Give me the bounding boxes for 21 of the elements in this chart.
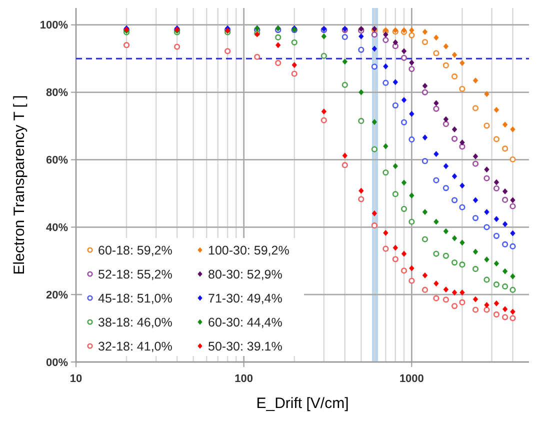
legend-label: 45-18: 51,0%	[98, 291, 172, 306]
legend-label: 60-30: 44,4%	[208, 315, 282, 330]
y-tick-label: 80%	[46, 87, 68, 100]
y-tick-label: 00%	[46, 356, 68, 369]
x-tick-label: 1000	[399, 373, 424, 385]
y-tick-label: 100%	[40, 20, 68, 32]
y-tick-label: 20%	[46, 289, 68, 302]
legend-label: 32-18: 41,0%	[98, 339, 172, 354]
x-tick-label: 10	[70, 373, 82, 385]
legend-label: 38-18: 46,0%	[98, 315, 172, 330]
y-axis-title: Electron Transparency T [ ]	[11, 95, 28, 275]
y-tick-label: 60%	[46, 154, 68, 167]
legend-label: 50-30: 39.1%	[208, 339, 282, 354]
legend-label: 52-18: 55,2%	[98, 267, 172, 282]
legend-label: 60-18: 59,2%	[98, 243, 172, 258]
legend-label: 100-30: 59,2%	[208, 243, 290, 258]
legend-label: 80-30: 52,9%	[208, 267, 282, 282]
x-tick-label: 100	[234, 373, 254, 385]
y-tick-label: 40%	[46, 222, 68, 234]
legend-label: 71-30: 49,4%	[208, 291, 282, 306]
x-axis-title: E_Drift [V/cm]	[256, 395, 349, 412]
